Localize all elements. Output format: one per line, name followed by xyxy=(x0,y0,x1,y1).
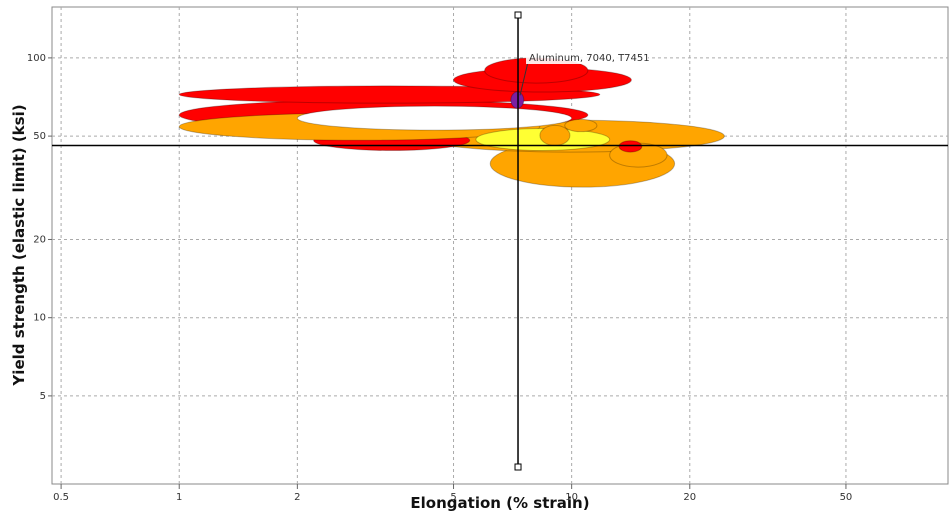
x-tick-label: 5 xyxy=(450,492,456,503)
x-tick-label: 2 xyxy=(294,492,300,503)
x-tick-label: 10 xyxy=(565,492,578,503)
material-bubble xyxy=(296,105,573,131)
crosshair-handle xyxy=(514,11,522,19)
material-bubble xyxy=(564,118,598,133)
material-bubble xyxy=(178,85,601,104)
annotation-label: Aluminum, 7040, T7451 xyxy=(529,53,650,64)
y-tick-label: 50 xyxy=(33,131,46,142)
material-bubble xyxy=(618,140,643,153)
y-axis-title: Yield strength (elastic limit) (ksi) xyxy=(10,104,28,386)
material-bubble xyxy=(539,124,571,147)
annotation-leader xyxy=(519,61,529,96)
x-axis-title: Elongation (% strain) xyxy=(410,494,589,512)
x-tick-label: 20 xyxy=(683,492,696,503)
x-tick-label: 50 xyxy=(840,492,853,503)
x-tick-label: 1 xyxy=(176,492,182,503)
y-tick-label: 5 xyxy=(40,391,46,402)
annotation-box xyxy=(526,50,649,64)
y-tick-label: 10 xyxy=(33,313,46,324)
x-tick-label: 0.5 xyxy=(53,492,69,503)
crosshair-handle xyxy=(514,463,522,471)
y-tick-label: 20 xyxy=(33,234,46,245)
y-tick-label: 100 xyxy=(27,53,46,64)
